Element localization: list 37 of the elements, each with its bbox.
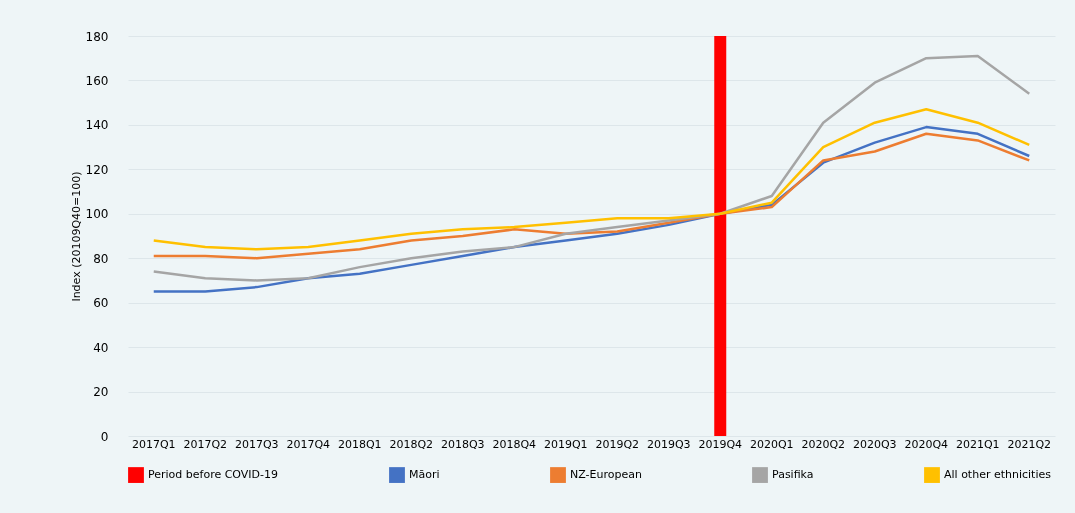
x-tick-label: 2019Q1 — [543, 437, 588, 451]
x-tick-label: 2018Q1 — [337, 437, 382, 451]
x-tick-label: 2017Q3 — [234, 437, 279, 451]
x-tick-label: 2019Q2 — [595, 437, 640, 451]
x-tick-label: 2018Q4 — [492, 437, 537, 451]
y-tick-label: 0 — [100, 429, 109, 444]
x-tick-label: 2017Q1 — [131, 437, 176, 451]
legend-label: All other ethnicities — [944, 468, 1052, 482]
y-tick-label: 160 — [85, 73, 109, 88]
line-series — [152, 108, 1031, 251]
x-tick-label: 2017Q2 — [183, 437, 228, 451]
line-series — [152, 54, 1031, 282]
y-tick-label: 180 — [85, 29, 109, 44]
x-tick-label: 2021Q1 — [955, 437, 1000, 451]
x-tick-label: 2020Q3 — [852, 437, 897, 451]
y-tick-label: 20 — [93, 385, 109, 400]
x-tick-label: 2018Q3 — [440, 437, 485, 451]
x-tick-label: 2020Q1 — [749, 437, 794, 451]
y-tick-label: 140 — [85, 118, 109, 133]
y-tick-label: 60 — [93, 296, 109, 311]
x-tick-label: 2020Q4 — [904, 437, 949, 451]
legend-label: Māori — [409, 468, 440, 482]
legend-label: Pasifika — [772, 468, 814, 482]
y-tick-label: 100 — [85, 207, 109, 222]
x-tick-label: 2018Q2 — [389, 437, 434, 451]
y-tick-label: 80 — [93, 251, 109, 266]
x-tick-label: 2017Q4 — [286, 437, 331, 451]
x-tick-label: 2020Q2 — [801, 437, 846, 451]
legend-label: NZ-European — [570, 468, 642, 482]
line-series — [152, 132, 1031, 260]
x-tick-label: 2021Q2 — [1007, 437, 1052, 451]
x-tick-label: 2019Q3 — [646, 437, 691, 451]
y-tick-label: 40 — [93, 340, 109, 355]
y-axis-title: Index (20109Q40=100) — [69, 171, 83, 302]
x-tick-label: 2019Q4 — [698, 437, 743, 451]
legend-label: Period before COVID-19 — [148, 468, 279, 482]
y-tick-label: 120 — [85, 162, 109, 177]
